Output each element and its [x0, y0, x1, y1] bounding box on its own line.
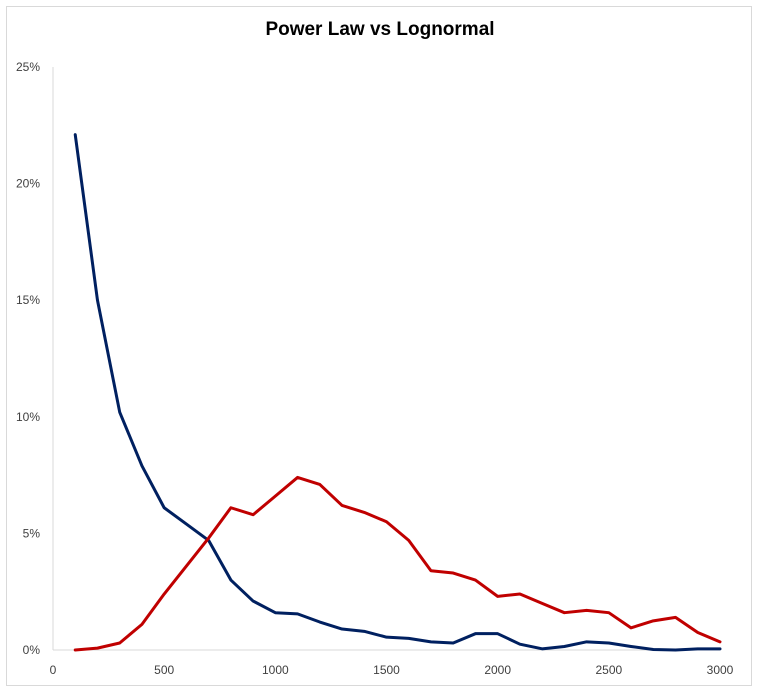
x-tick-label: 2500	[595, 663, 622, 677]
y-tick-label: 15%	[16, 293, 40, 307]
x-tick-label: 1000	[262, 663, 289, 677]
x-tick-label: 500	[154, 663, 174, 677]
series-lines	[73, 133, 722, 652]
y-tick-label: 5%	[23, 526, 41, 540]
chart-title: Power Law vs Lognormal	[265, 19, 495, 40]
x-tick-label: 2000	[484, 663, 511, 677]
series-line-2	[73, 475, 722, 652]
y-tick-label: 20%	[16, 177, 40, 191]
series-line-1	[73, 133, 722, 652]
chart-axes	[52, 67, 720, 651]
y-tick-label: 25%	[16, 60, 40, 74]
x-tick-label: 0	[50, 663, 57, 677]
y-tick-label: 0%	[23, 643, 41, 657]
x-tick-label: 3000	[707, 663, 734, 677]
y-tick-label: 10%	[16, 410, 40, 424]
chart-frame: Power Law vs Lognormal	[6, 6, 752, 686]
x-tick-label: 1500	[373, 663, 400, 677]
y-tick-labels: 0% 5% 10% 15% 20% 25%	[16, 60, 40, 657]
x-tick-labels: 0 500 1000 1500 2000 2500 3000	[50, 663, 734, 677]
